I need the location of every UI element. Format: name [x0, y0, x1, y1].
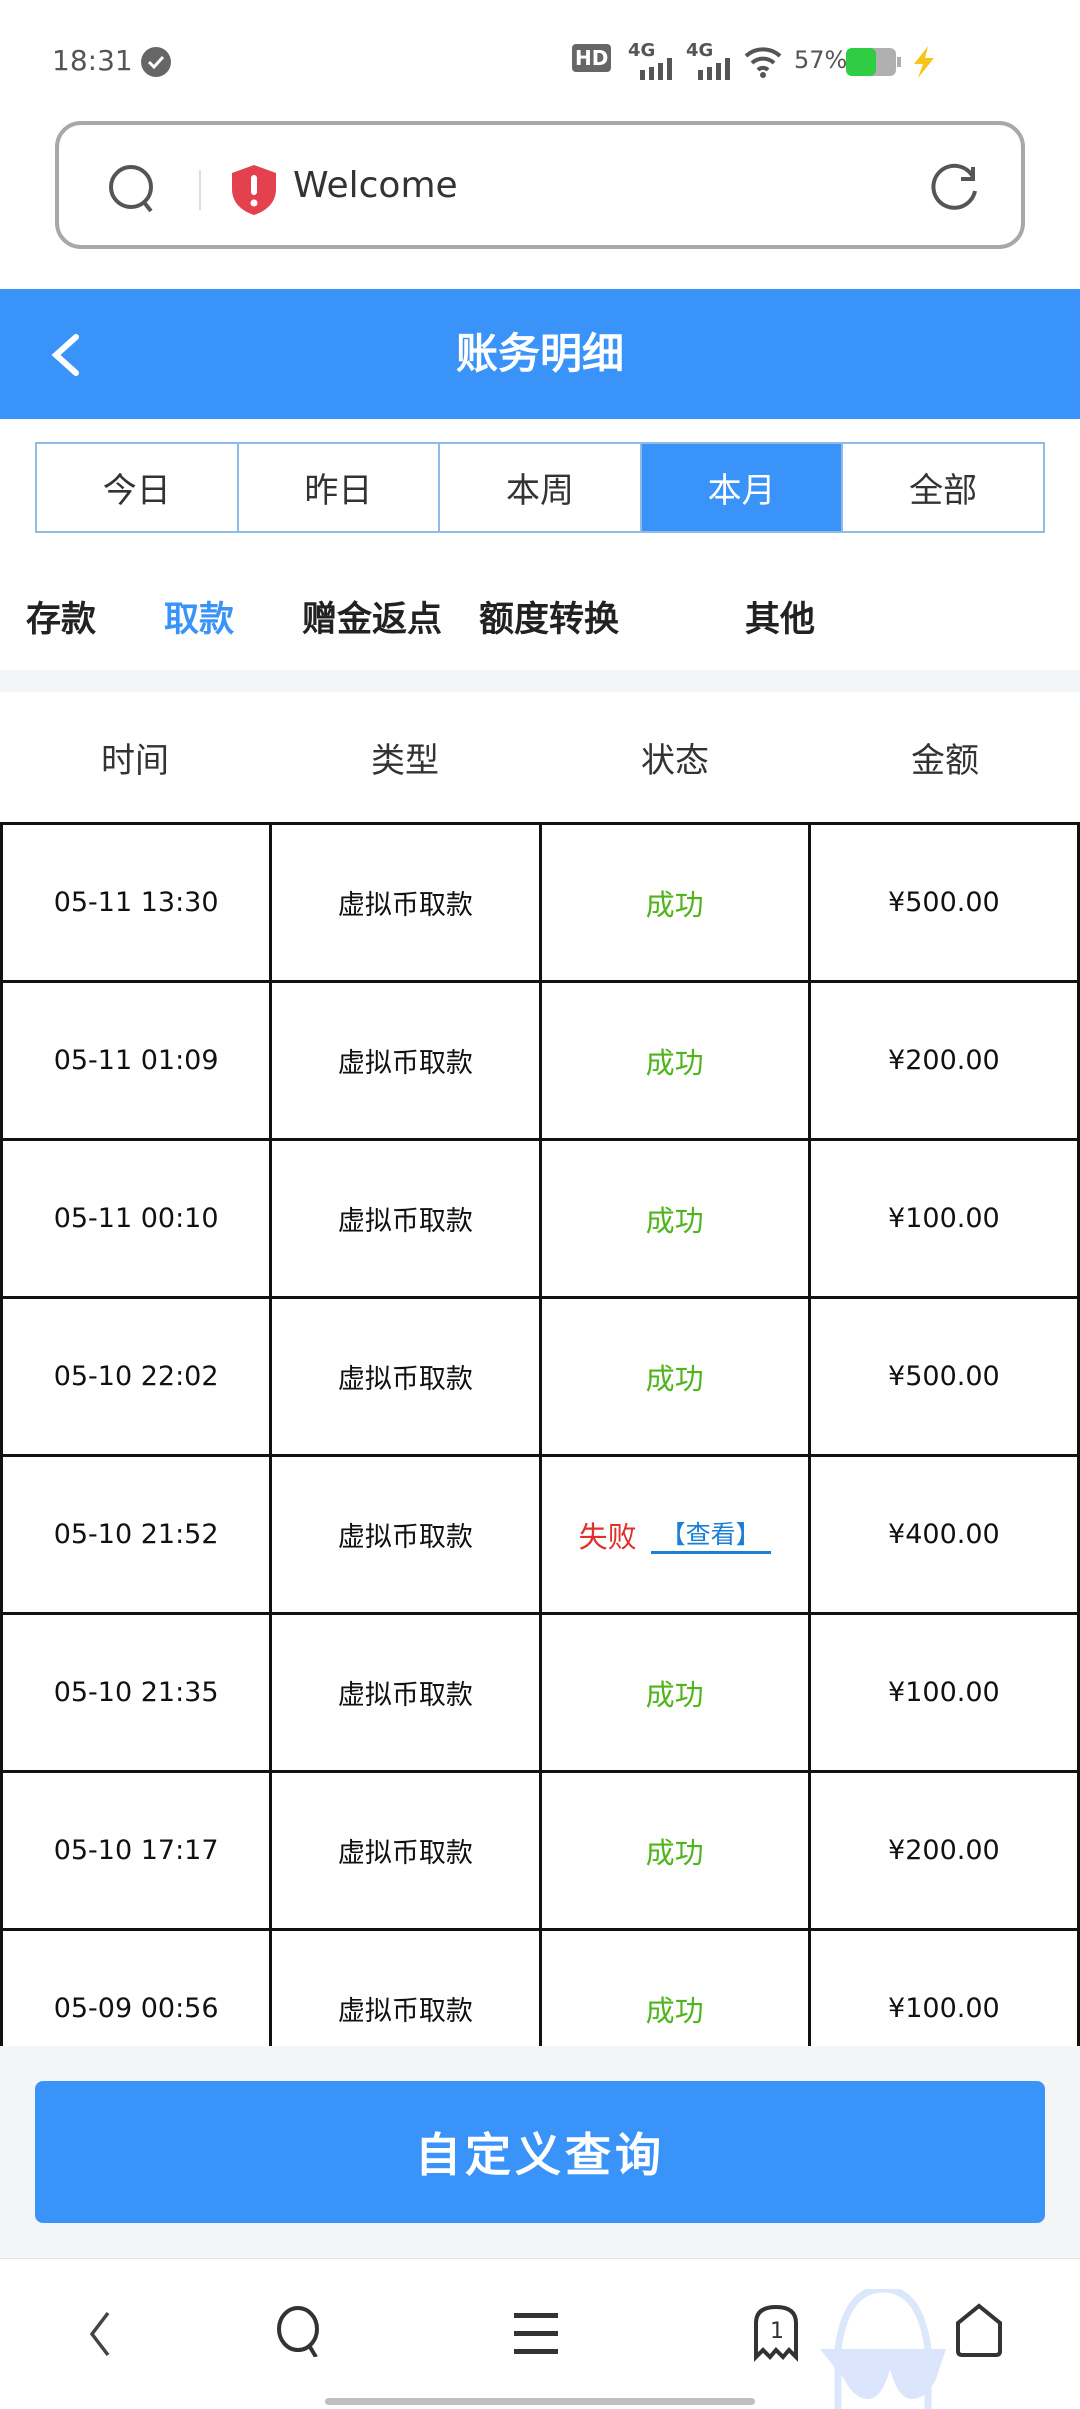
nav-back-icon[interactable]: [84, 2309, 114, 2359]
cell-status: 成功: [538, 1931, 808, 2046]
header-status: 状态: [641, 740, 709, 781]
custom-query-button[interactable]: 自定义查询: [35, 2081, 1045, 2223]
reload-icon[interactable]: [929, 163, 981, 215]
period-tabs: 今日 昨日 本周 本月 全部: [35, 442, 1045, 533]
signal-1-icon: [640, 58, 672, 80]
cell-type: 虚拟币取款: [269, 1773, 538, 1928]
cell-status: 成功: [538, 1299, 808, 1454]
tab-credit-transfer[interactable]: 额度转换: [479, 600, 620, 640]
tabs-icon[interactable]: [752, 2303, 800, 2363]
tab-this-week[interactable]: 本周: [440, 444, 642, 531]
status-fail: 失败: [578, 1519, 637, 1554]
check-badge-icon: [141, 47, 171, 77]
signal-1-label: 4G: [628, 40, 656, 61]
cell-time: 05-10 21:52: [0, 1457, 269, 1612]
cell-amount: ¥100.00: [807, 1615, 1080, 1770]
header-type: 类型: [371, 740, 439, 781]
cell-type: 虚拟币取款: [269, 983, 538, 1138]
tab-all[interactable]: 全部: [909, 471, 978, 511]
view-link[interactable]: 【查看】: [650, 1515, 771, 1554]
cell-type: 虚拟币取款: [269, 1931, 538, 2046]
divider: [199, 170, 201, 210]
browser-nav-bar: 1: [0, 2258, 1080, 2409]
cell-amount: ¥500.00: [807, 825, 1080, 980]
cell-time: 05-10 21:35: [0, 1615, 269, 1770]
home-indicator[interactable]: [325, 2398, 755, 2405]
table-row: 05-10 17:17 虚拟币取款 成功 ¥200.00: [0, 1773, 1080, 1931]
tab-today[interactable]: 今日: [37, 444, 239, 531]
transactions-table[interactable]: 05-11 13:30 虚拟币取款 成功 ¥500.00 05-11 01:09 虚拟币取…: [0, 822, 1080, 2046]
cell-amount: ¥100.00: [807, 1141, 1080, 1296]
status-bar: 18:31 HD 4G 4G 57%: [0, 40, 1080, 90]
menu-icon[interactable]: [514, 2311, 560, 2355]
cell-time: 05-11 13:30: [0, 825, 269, 980]
header-time: 时间: [101, 740, 169, 781]
tab-yesterday[interactable]: 昨日: [239, 444, 441, 531]
table-header: 时间 类型 状态 金额: [0, 692, 1080, 822]
table-row: 05-10 21:35 虚拟币取款 成功 ¥100.00: [0, 1615, 1080, 1773]
table-row: 05-10 21:52 虚拟币取款 失败 【查看】 ¥400.00: [0, 1457, 1080, 1615]
hd-icon: HD: [572, 44, 612, 72]
tab-withdraw[interactable]: 取款: [164, 600, 235, 640]
table-row: 05-09 00:56 虚拟币取款 成功 ¥100.00: [0, 1931, 1080, 2046]
cell-amount: ¥100.00: [807, 1931, 1080, 2046]
cell-amount: ¥200.00: [807, 1773, 1080, 1928]
cell-amount: ¥500.00: [807, 1299, 1080, 1454]
cell-status: 成功: [538, 983, 808, 1138]
table-row: 05-11 00:10 虚拟币取款 成功 ¥100.00: [0, 1141, 1080, 1299]
battery-icon: [846, 48, 901, 76]
table-row: 05-10 22:02 虚拟币取款 成功 ¥500.00: [0, 1299, 1080, 1457]
cell-type: 虚拟币取款: [269, 1457, 538, 1612]
table-row: 05-11 13:30 虚拟币取款 成功 ¥500.00: [0, 825, 1080, 983]
nav-search-icon[interactable]: [276, 2305, 326, 2357]
tab-this-month[interactable]: 本月: [641, 444, 844, 531]
cell-time: 05-10 22:02: [0, 1299, 269, 1454]
page-header: 账务明细: [0, 289, 1080, 419]
cell-type: 虚拟币取款: [269, 1141, 538, 1296]
cell-status: 成功: [538, 825, 808, 980]
signal-2-icon: [698, 58, 730, 80]
cell-time: 05-09 00:56: [0, 1931, 269, 2046]
header-amount: 金额: [911, 740, 979, 781]
cell-status: 成功: [538, 1141, 808, 1296]
table-row: 05-11 01:09 虚拟币取款 成功 ¥200.00: [0, 983, 1080, 1141]
tab-other[interactable]: 其他: [745, 600, 816, 640]
cell-time: 05-11 00:10: [0, 1141, 269, 1296]
home-icon[interactable]: [954, 2303, 1004, 2359]
cell-time: 05-10 17:17: [0, 1773, 269, 1928]
cell-status: 成功: [538, 1615, 808, 1770]
charging-icon: [914, 46, 934, 78]
tab-deposit[interactable]: 存款: [26, 600, 97, 640]
cell-time: 05-11 01:09: [0, 983, 269, 1138]
shield-alert-icon[interactable]: [229, 163, 279, 215]
cell-amount: ¥400.00: [807, 1457, 1080, 1612]
mascot-watermark-icon: [820, 2289, 946, 2409]
battery-percent: 57%: [794, 46, 848, 74]
signal-2-label: 4G: [686, 40, 714, 61]
category-tabs: 存款 取款 赠金返点 额度转换 其他: [0, 590, 1080, 650]
cell-status: 失败 【查看】: [538, 1457, 808, 1612]
url-bar[interactable]: Welcome: [55, 121, 1025, 249]
cell-status: 成功: [538, 1773, 808, 1928]
cell-type: 虚拟币取款: [269, 825, 538, 980]
section-divider: [0, 670, 1080, 692]
cell-type: 虚拟币取款: [269, 1615, 538, 1770]
cell-amount: ¥200.00: [807, 983, 1080, 1138]
wifi-icon: [744, 47, 782, 78]
url-text[interactable]: Welcome: [293, 165, 458, 206]
back-icon[interactable]: [48, 333, 82, 377]
tab-count: 1: [770, 2319, 784, 2344]
tab-bonus-rebate[interactable]: 赠金返点: [302, 600, 443, 640]
page-title: 账务明细: [455, 329, 624, 378]
search-icon[interactable]: [107, 163, 159, 215]
cell-type: 虚拟币取款: [269, 1299, 538, 1454]
status-time: 18:31: [52, 44, 133, 77]
